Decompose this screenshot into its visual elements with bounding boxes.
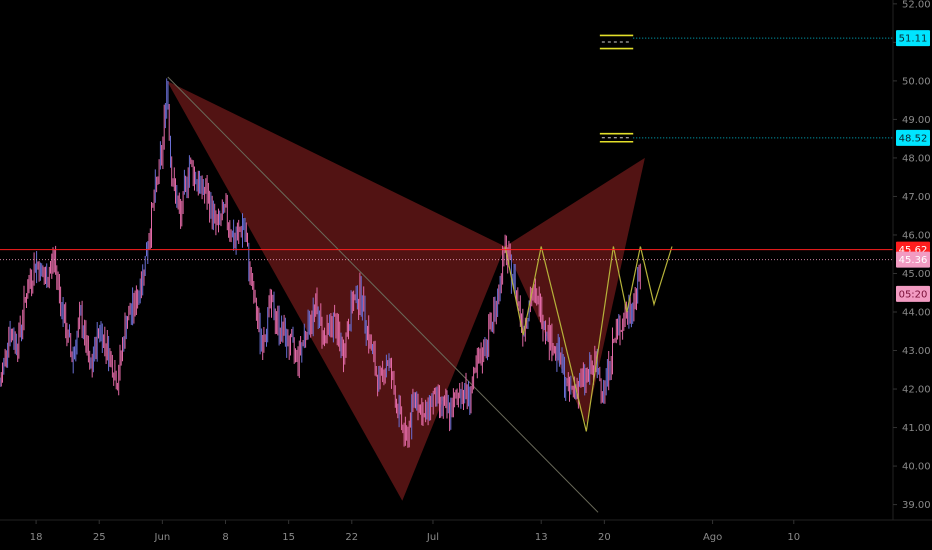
time-tick-label: 8 [222,532,228,543]
pattern-triangle [505,157,645,424]
countdown-badge [896,285,930,302]
price-tick-label: 42.00 [902,385,931,396]
price-tick-label: 47.00 [902,192,931,203]
harmonic-pattern [166,80,645,501]
price-badge-label: 51.11 [899,34,928,45]
time-tick-label: Jun [154,532,171,543]
price-tick-label: 49.00 [902,115,931,126]
time-tick-label: 15 [282,532,295,543]
price-tick-label: 43.00 [902,346,931,357]
pattern-triangle [166,80,506,501]
target-boxes [599,34,634,143]
price-badge [896,30,930,47]
price-tick-label: 41.00 [902,423,931,434]
countdown-badge-label: 05:20 [899,289,928,300]
price-badge [896,251,930,268]
time-tick-label: 13 [535,532,548,543]
zigzag-line [504,246,641,432]
trend-line [167,76,599,513]
price-series [0,78,641,448]
projection-line [639,246,673,307]
time-tick-label: 10 [787,532,800,543]
time-tick-label: 22 [345,532,358,543]
price-badge [896,129,930,146]
price-tick-label: 39.00 [902,500,931,511]
time-tick-label: Ago [703,532,722,543]
time-tick-label: 18 [30,532,43,543]
price-tick-label: 40.00 [902,462,931,473]
price-tick-label: 52.00 [902,0,931,10]
time-axis[interactable]: 18 25 Jun 8 15 22 Jul 13 20 Ago 10 [30,520,800,543]
time-tick-label: Jul [426,532,439,543]
price-tick-label: 44.00 [902,308,931,319]
price-badge-label: 48.52 [899,133,928,144]
time-tick-label: 20 [598,532,611,543]
price-tick-label: 50.00 [902,76,931,87]
price-tick-label: 45.00 [902,269,931,280]
time-tick-label: 25 [93,532,106,543]
price-badge-label: 45.62 [899,245,928,256]
price-tick-label: 48.00 [902,153,931,164]
zigzag-pattern [504,246,673,432]
diagonal-trend-line [167,76,599,513]
price-tick-label: 46.00 [902,230,931,241]
price-badge-label: 45.36 [899,255,928,266]
horizontal-lines [0,37,893,261]
